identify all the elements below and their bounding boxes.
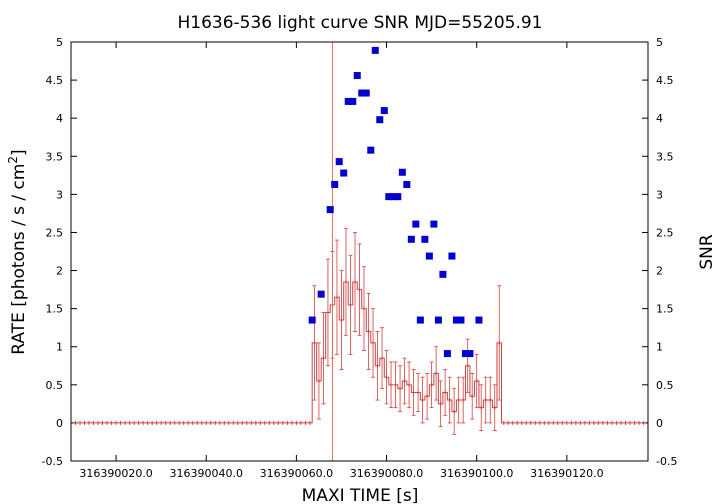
y-tick-label-right: 1 [656,341,663,354]
snr-point [385,193,393,201]
snr-point [367,146,375,154]
snr-point [326,206,334,214]
y-tick-label-right: 4.5 [656,74,674,87]
x-axis-label: MAXI TIME [s] [302,486,419,504]
snr-point [425,252,433,260]
y-tick-label-right: 2 [656,265,663,278]
plot-frame [70,41,649,462]
snr-point [353,72,361,80]
x-tick-label: 316390040.0 [169,467,242,480]
x-tick-label: 316390120.0 [530,467,603,480]
y-tick-label-right: 3.5 [656,150,674,163]
x-tick-label: 316390100.0 [440,467,513,480]
y-axis-label-left-sup: 2 [6,156,20,164]
y-tick-label-right: 4 [656,112,663,125]
snr-point [452,316,460,324]
y-tick-label-left: 3.5 [46,150,64,163]
y-tick-label-right: 1.5 [656,303,674,316]
snr-point [317,290,325,298]
snr-point [362,89,370,97]
y-tick-label-left: 2 [56,265,63,278]
y-tick-label-left: 3 [56,188,63,201]
y-axis-label-left-end: ] [9,149,29,156]
snr-point [416,316,424,324]
y-tick-label-left: 0 [56,417,63,430]
snr-point [461,350,469,358]
snr-point [443,350,451,358]
y-tick-label-right: 3 [656,188,663,201]
rate-step-line [73,281,646,424]
y-tick-label-left: 4 [56,112,63,125]
snr-point [403,180,411,188]
y-tick-label-left: 1 [56,341,63,354]
x-tick-label: 316390020.0 [79,467,152,480]
x-tick-label: 316390080.0 [350,467,423,480]
snr-point [349,97,357,105]
y-tick-label-right: 2.5 [656,226,674,239]
snr-point [358,89,366,97]
y-tick-label-left: 2.5 [46,226,64,239]
snr-point [475,316,483,324]
snr-point [448,252,456,260]
y-axis-label-right: SNR [697,234,717,270]
y-tick-label-right: 0.5 [656,379,674,392]
rate-series [73,42,646,461]
y-tick-label-left: 0.5 [46,379,64,392]
snr-series [308,46,483,358]
snr-point [335,158,343,166]
x-tick-label: 316390060.0 [260,467,333,480]
snr-point [389,193,397,201]
snr-point [398,168,406,176]
y-axis-label-left: RATE [photons / s / cm2] [6,149,29,354]
snr-point [340,169,348,177]
y-tick-label-right: -0.5 [656,455,677,468]
y-tick-label-left: -0.5 [42,455,63,468]
snr-point [308,316,316,324]
snr-point [380,107,388,115]
snr-point [376,116,384,124]
snr-point [430,220,438,228]
y-axis-label-left-main: RATE [photons / s / cm [9,164,29,355]
snr-point [331,180,339,188]
y-tick-label-left: 4.5 [46,74,64,87]
snr-point [421,235,429,243]
axis-ticks: -0.5 -0.5 0 0 0.5 0.5 1 1 1.5 1.5 2 2 2.5 2.5 3 3 3.5 3.5… [42,36,678,480]
snr-point [434,316,442,324]
snr-point [457,316,465,324]
snr-point [439,270,447,278]
chart-title: H1636-536 light curve SNR MJD=55205.91 [177,13,542,33]
snr-point [466,350,474,358]
y-tick-label-left: 1.5 [46,303,64,316]
y-tick-label-right: 5 [656,36,663,49]
snr-point [371,46,379,54]
snr-point [412,220,420,228]
y-tick-label-right: 0 [656,417,663,430]
snr-point [344,97,352,105]
snr-point [394,193,402,201]
snr-point [407,235,415,243]
y-tick-label-left: 5 [56,36,63,49]
